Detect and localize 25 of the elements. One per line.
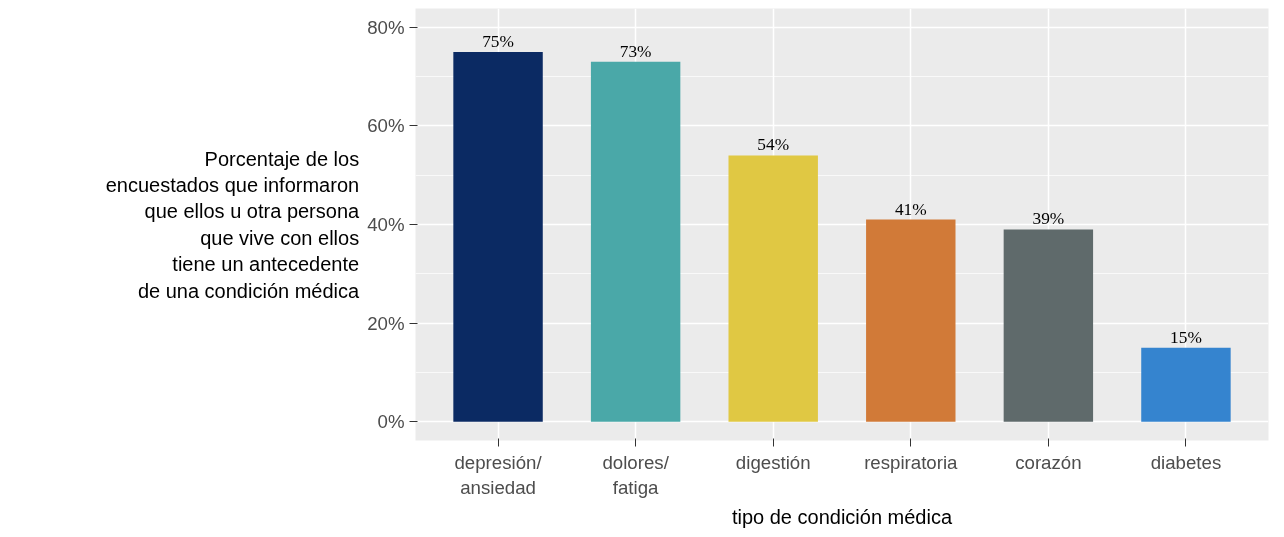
y-tick-label: 20%	[367, 312, 405, 334]
x-tick-label: dolores/ fatiga	[602, 451, 670, 498]
data-label: 75%	[482, 31, 514, 51]
y-tick-label: 0%	[377, 411, 405, 433]
bar	[1003, 229, 1094, 422]
x-tick-label: depresión/ ansiedad	[454, 451, 543, 498]
bar	[453, 51, 543, 422]
bar	[1141, 347, 1231, 422]
y-tick-label: 40%	[367, 214, 405, 235]
data-label: 54%	[757, 135, 790, 155]
x-tick-label: diabetes	[1150, 451, 1222, 473]
bar	[590, 61, 681, 422]
y-tick-label: 80%	[367, 16, 405, 38]
data-label: 39%	[1032, 209, 1065, 229]
data-label: 73%	[619, 41, 652, 61]
x-axis-title: tipo de condición médica	[731, 505, 953, 528]
x-tick-label: respiratoria	[864, 451, 959, 473]
bar	[728, 155, 818, 422]
data-label: 15%	[1170, 327, 1202, 347]
y-tick-label: 60%	[367, 115, 405, 137]
bar	[866, 219, 956, 422]
x-tick-label: digestión	[735, 451, 811, 473]
y-axis-title: Porcentaje de los encuestados que informaron que ellos u otra persona que vive con ellos tiene un antecedente de una condición médica	[105, 147, 361, 302]
x-tick-label: corazón	[1015, 451, 1082, 473]
data-label: 41%	[894, 199, 927, 219]
